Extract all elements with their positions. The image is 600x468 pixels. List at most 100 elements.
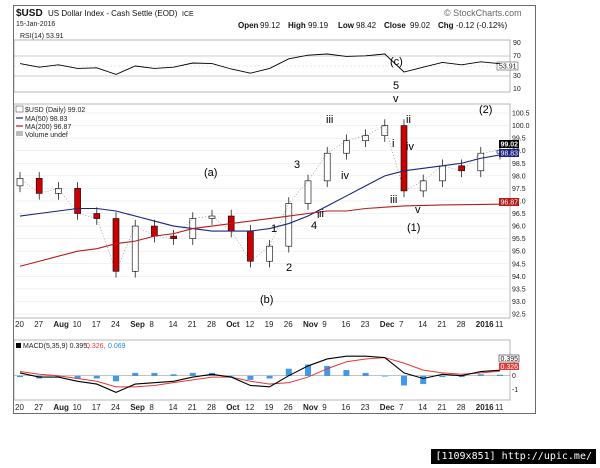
macd-x-tick-label: 26 — [284, 403, 293, 412]
price-panel-frame — [13, 103, 511, 319]
chart-name: US Dollar Index - Cash Settle (EOD) — [48, 9, 178, 18]
watermark: [1109x851] http://upic.me/ — [431, 449, 596, 464]
macd-x-tick-label: 21 — [437, 403, 446, 412]
chart-exchange: ICE — [182, 11, 194, 18]
x-tick-label: 14 — [418, 320, 427, 329]
x-tick-label: 8 — [149, 320, 154, 329]
macd-x-tick-label: Dec — [380, 403, 395, 412]
open-label: Open — [238, 21, 259, 30]
close-value: 99.02 — [410, 21, 431, 30]
candle-body — [93, 213, 101, 219]
candle-body — [151, 225, 158, 237]
macd-y-tick-label: 0 — [512, 373, 516, 380]
chg-label: Chg — [438, 21, 454, 30]
x-tick-label: Dec — [380, 320, 395, 329]
ohlc-summary: Open 99.12 High 99.19 Low 98.42 Close 99… — [238, 21, 507, 30]
x-tick-label: Sep — [130, 320, 145, 329]
x-tick-label: 14 — [169, 320, 178, 329]
macd-x-tick-label: Oct — [226, 403, 240, 412]
open-value: 99.12 — [260, 21, 281, 30]
wave-label-minor-v-b: v — [415, 204, 421, 216]
macd-x-axis: 20 27 Aug 10 17 24 Sep 8 14 21 28 Oct 12 19 26 Nov 9 16 23… — [15, 403, 504, 412]
rsi-bottom-tick: 10 — [513, 86, 521, 93]
macd-histogram-bar — [477, 374, 484, 376]
candle-body — [439, 165, 446, 182]
wave-label-4: 4 — [311, 220, 317, 232]
x-tick-label: 21 — [188, 320, 197, 329]
ma200-value-box — [499, 198, 519, 206]
candle-body — [35, 178, 43, 194]
signal-last-value: 0.326 — [501, 364, 519, 371]
macd-x-tick-label: 14 — [418, 403, 427, 412]
rsi-series — [19, 53, 501, 75]
price-close-line — [19, 125, 501, 272]
macd-x-tick-label: 2016 — [476, 403, 494, 412]
macd-histogram-bar — [285, 368, 292, 376]
wave-annotations: (a) (b) 1 2 3 4 5 i ii iii iv v (c) i ii… — [204, 56, 492, 306]
price-y-tick-label: 93.0 — [512, 299, 526, 306]
macd-histogram-bar — [17, 375, 23, 378]
candle-body — [112, 218, 120, 272]
candle-body — [170, 235, 177, 239]
rsi-tick-70: 70 — [513, 53, 521, 60]
macd-histogram-bar — [228, 375, 235, 377]
price-legend: $USD (Daily) 99.02 MA(50) 98.83 MA(200) … — [15, 105, 85, 139]
wave-label-1-paren: (1) — [407, 222, 420, 234]
wave-label-2-paren: (2) — [479, 104, 492, 116]
close-label: Close — [384, 21, 406, 30]
macd-histogram-bar — [401, 375, 407, 386]
x-tick-label: 12 — [245, 320, 254, 329]
macd-histogram-bar — [247, 375, 254, 380]
macd-histogram-bar — [55, 375, 62, 378]
price-y-tick-label: 96.0 — [512, 224, 526, 231]
candle-body — [285, 203, 293, 247]
wave-label-2: 2 — [286, 262, 292, 274]
x-tick-label: 19 — [265, 320, 274, 329]
legend-volume-swatch — [16, 131, 23, 136]
wave-label-minor-iv-b: iv — [406, 141, 414, 153]
macd-signal-label: 0.326, — [86, 343, 106, 350]
source-credit: © StockCharts.com — [444, 8, 522, 18]
rsi-label: RSI(14) 53.91 — [20, 33, 64, 40]
macd-x-tick-label: 19 — [265, 403, 274, 412]
candle-body — [343, 140, 350, 154]
signal-last-box — [499, 363, 519, 370]
macd-histogram-bar — [305, 364, 311, 376]
candle-body — [16, 178, 24, 187]
x-tick-label: 2016 — [476, 320, 494, 329]
x-tick-label: 17 — [92, 320, 101, 329]
macd-histogram-bar — [420, 375, 427, 385]
wave-label-b: (b) — [260, 294, 273, 306]
macd-legend-swatch — [16, 343, 21, 348]
x-tick-label: 20 — [15, 320, 24, 329]
candle-body — [55, 188, 62, 194]
ma200-value: 96.87 — [501, 200, 519, 207]
macd-y-axis: 1 0 -1 — [512, 359, 518, 394]
macd-series — [14, 355, 510, 394]
x-tick-label: 24 — [111, 320, 120, 329]
candle-body — [131, 225, 139, 272]
macd-label: MACD(5,35,9) 0.395, — [23, 343, 89, 350]
macd-last-box — [498, 354, 520, 363]
candle-body — [458, 165, 465, 172]
macd-x-tick-label: 24 — [111, 403, 120, 412]
macd-x-tick-label: Aug — [53, 403, 69, 412]
macd-histogram-bar — [93, 375, 100, 379]
macd-x-tick-label: 28 — [207, 403, 216, 412]
wave-label-a: (a) — [204, 167, 217, 179]
wave-label-3: 3 — [294, 159, 300, 171]
x-tick-label: 28 — [207, 320, 216, 329]
x-tick-label: 23 — [361, 320, 370, 329]
rsi-last-value: 53.91 — [499, 64, 517, 71]
candle-body — [266, 245, 273, 262]
candle-body — [477, 152, 485, 172]
x-tick-label: 21 — [437, 320, 446, 329]
wave-label-minor-ii-b: ii — [406, 114, 411, 126]
macd-line — [19, 355, 501, 394]
price-y-tick-label: 98.5 — [512, 161, 526, 168]
price-y-tick-label: 100.0 — [512, 123, 530, 130]
wave-label-minor-iii-a: iii — [326, 114, 333, 126]
ma50-value-box — [499, 149, 519, 157]
legend-ma200: MA(200) 96.87 — [25, 124, 71, 131]
wave-label-c: (c) — [390, 56, 403, 68]
